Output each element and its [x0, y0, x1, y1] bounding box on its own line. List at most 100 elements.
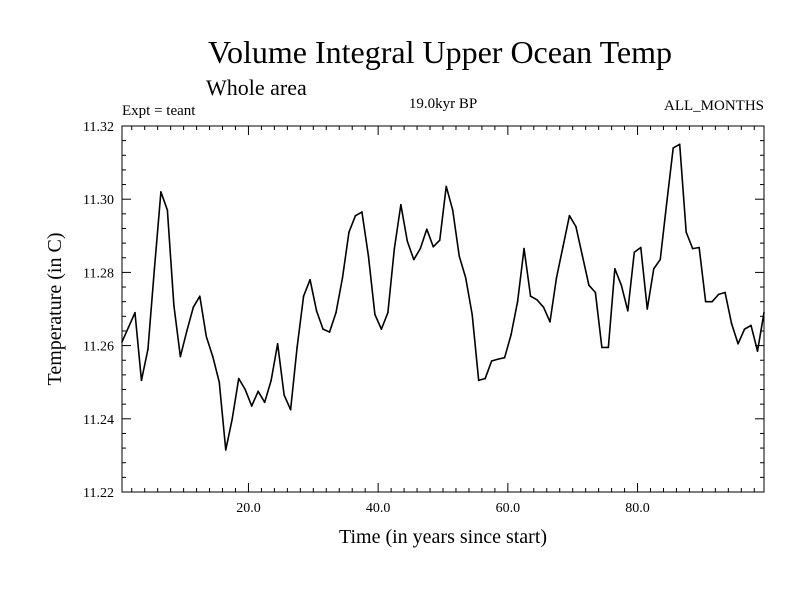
data-point [192, 306, 195, 308]
data-point [211, 355, 214, 358]
data-point [743, 328, 746, 330]
data-point [484, 377, 486, 380]
data-point [750, 324, 752, 327]
data-point [341, 277, 344, 279]
chart-subtitle: Whole area [206, 75, 307, 100]
x-tick-label: 60.0 [496, 501, 521, 516]
x-tick-label: 40.0 [366, 501, 391, 516]
x-axis-label: Time (in years since start) [339, 526, 547, 548]
data-point [199, 295, 201, 297]
data-point [646, 308, 649, 310]
data-point [147, 348, 149, 351]
data-point [607, 346, 610, 349]
y-tick-label: 11.22 [83, 486, 114, 501]
data-point [464, 277, 467, 279]
y-tick-label: 11.30 [83, 193, 114, 208]
data-point [458, 255, 461, 257]
y-tick-label: 11.24 [83, 413, 114, 428]
data-point [263, 401, 266, 404]
data-point [542, 306, 545, 308]
data-point [620, 284, 623, 287]
data-point [244, 388, 247, 391]
data-point [737, 342, 739, 345]
data-point [523, 247, 525, 250]
data-point [724, 291, 726, 294]
data-point [717, 293, 720, 296]
data-point [179, 355, 182, 358]
data-point [685, 231, 687, 233]
y-tick-label: 11.26 [83, 340, 114, 355]
data-point [153, 267, 156, 270]
data-point [354, 214, 357, 217]
data-point [121, 341, 123, 343]
data-point [419, 247, 422, 250]
data-point [756, 350, 759, 352]
time-label: 19.0kyr BP [409, 96, 477, 112]
axis-tick-labels: 20.0 40.0 60.0 80.0 11.22 11.24 11.26 11.28 11.3… [83, 120, 650, 516]
data-point [555, 277, 558, 279]
data-point [516, 300, 519, 303]
data-point [490, 360, 493, 362]
data-point [562, 245, 564, 248]
data-point [361, 211, 363, 213]
expt-label: Expt = teant [122, 103, 196, 119]
data-point [322, 328, 324, 330]
y-tick-label: 11.28 [83, 266, 114, 281]
data-point [497, 358, 499, 360]
data-point [127, 326, 130, 329]
data-point [698, 246, 700, 249]
data-point [205, 335, 208, 338]
data-point [328, 331, 331, 333]
data-point [186, 330, 188, 332]
data-point [568, 214, 571, 217]
data-point [594, 291, 597, 294]
data-point [173, 304, 175, 307]
data-point [510, 333, 512, 336]
data-point [166, 209, 169, 211]
data-point [380, 328, 383, 330]
data-point [665, 202, 668, 204]
series-group [121, 143, 765, 451]
data-point [393, 247, 396, 250]
data-point [413, 258, 415, 261]
data-point [672, 147, 675, 149]
series-line [121, 143, 765, 451]
data-point [134, 311, 136, 314]
data-point [451, 209, 454, 211]
y-tick-label: 11.32 [83, 120, 114, 135]
data-point [257, 390, 259, 393]
data-point [283, 394, 285, 396]
data-point [445, 185, 448, 188]
data-point [400, 203, 402, 206]
data-point [315, 310, 318, 312]
data-point [237, 377, 240, 380]
data-point [536, 299, 538, 301]
data-point [529, 295, 532, 297]
plot-frame [121, 125, 765, 493]
data-point [633, 251, 636, 254]
data-point [224, 449, 227, 451]
data-point [659, 258, 662, 261]
data-point [250, 405, 253, 407]
data-point [270, 379, 272, 382]
data-point [348, 231, 350, 233]
data-point [309, 278, 311, 281]
data-point [601, 346, 603, 349]
data-point [503, 356, 506, 359]
data-point [730, 322, 733, 325]
data-point [367, 255, 370, 257]
data-point [477, 379, 480, 382]
data-point [335, 311, 337, 314]
data-point [614, 267, 616, 270]
data-point [374, 313, 376, 316]
data-point [231, 418, 234, 420]
data-point [691, 247, 694, 250]
data-point [160, 191, 162, 193]
data-point [218, 381, 221, 384]
months-label: ALL_MONTHS [664, 98, 764, 114]
data-point [652, 267, 655, 270]
data-point [575, 225, 577, 228]
data-point [549, 321, 551, 323]
data-point [140, 379, 143, 382]
